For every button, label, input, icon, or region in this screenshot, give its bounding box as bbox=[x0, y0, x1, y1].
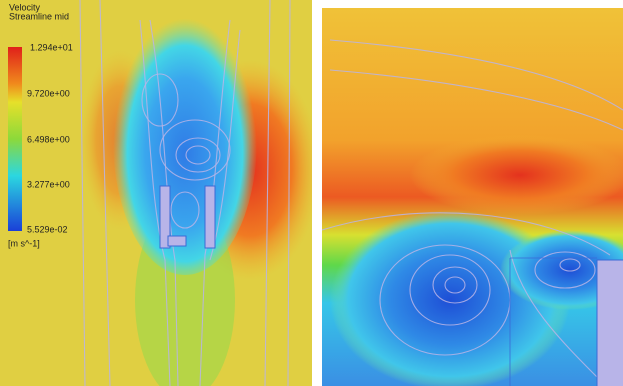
left-panel bbox=[0, 0, 320, 386]
legend-tick: 6.498e+00 bbox=[27, 134, 70, 144]
figure: Velocity Streamline mid 1.294e+01 9.720e… bbox=[0, 0, 623, 386]
body bbox=[597, 260, 623, 386]
legend-unit: [m s^-1] bbox=[8, 238, 40, 248]
right-panel bbox=[322, 8, 623, 386]
legend-tick: 5.529e-02 bbox=[27, 224, 68, 234]
legend-tick: 9.720e+00 bbox=[27, 88, 70, 98]
legend-subtitle: Streamline mid bbox=[9, 11, 69, 21]
legend-tick: 3.277e+00 bbox=[27, 179, 70, 189]
legend-tick: 1.294e+01 bbox=[30, 42, 73, 52]
color-bar bbox=[8, 47, 22, 231]
